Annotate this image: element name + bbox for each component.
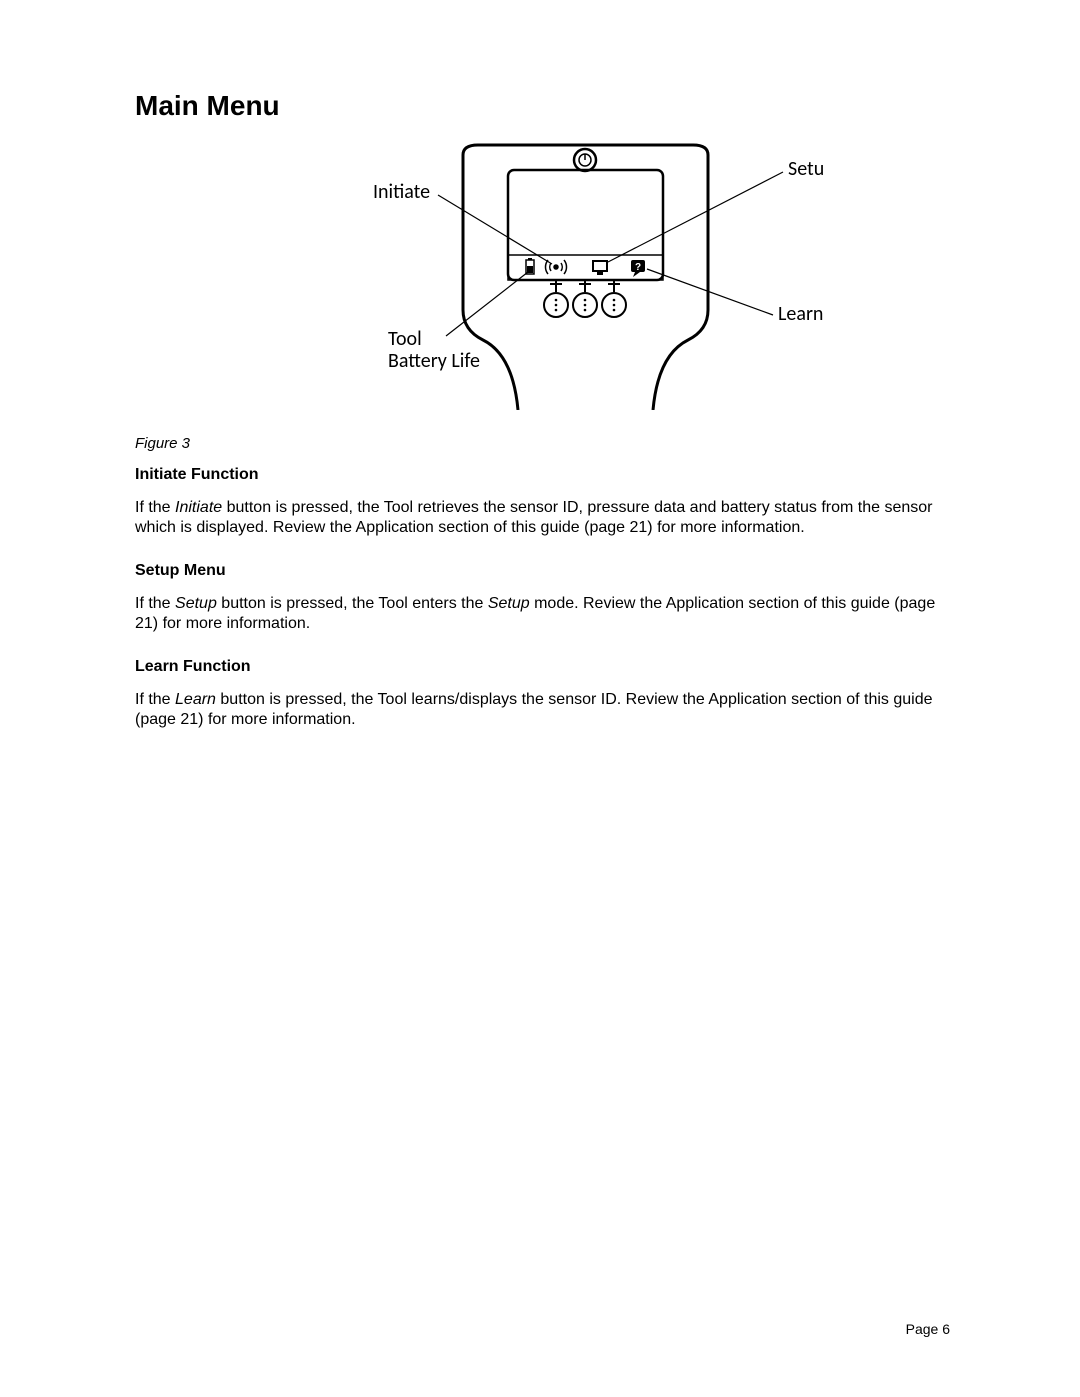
heading-learn: Learn Function [135, 658, 950, 676]
page-number: Page 6 [906, 1321, 950, 1337]
figure-container: ? Initiate Setup Learn Tool Battery [135, 140, 950, 415]
page-title: Main Menu [135, 90, 950, 122]
svg-text:?: ? [634, 262, 640, 273]
figure-caption: Figure 3 [135, 435, 950, 452]
document-page: Main Menu [0, 0, 1080, 1397]
learn-icon: ? [631, 260, 645, 277]
label-initiate: Initiate [373, 180, 430, 204]
para-setup: If the Setup button is pressed, the Tool… [135, 594, 950, 634]
label-tool: Tool [388, 327, 422, 351]
label-setup: Setup [788, 157, 823, 181]
heading-setup: Setup Menu [135, 562, 950, 580]
label-battery-life: Battery Life [388, 349, 480, 373]
para-learn: If the Learn button is pressed, the Tool… [135, 690, 950, 730]
heading-initiate: Initiate Function [135, 466, 950, 484]
battery-icon [526, 258, 534, 274]
label-learn: Learn [778, 302, 823, 326]
device-diagram: ? Initiate Setup Learn Tool Battery [263, 140, 823, 410]
setup-icon [592, 260, 608, 275]
para-initiate: If the Initiate button is pressed, the T… [135, 498, 950, 538]
